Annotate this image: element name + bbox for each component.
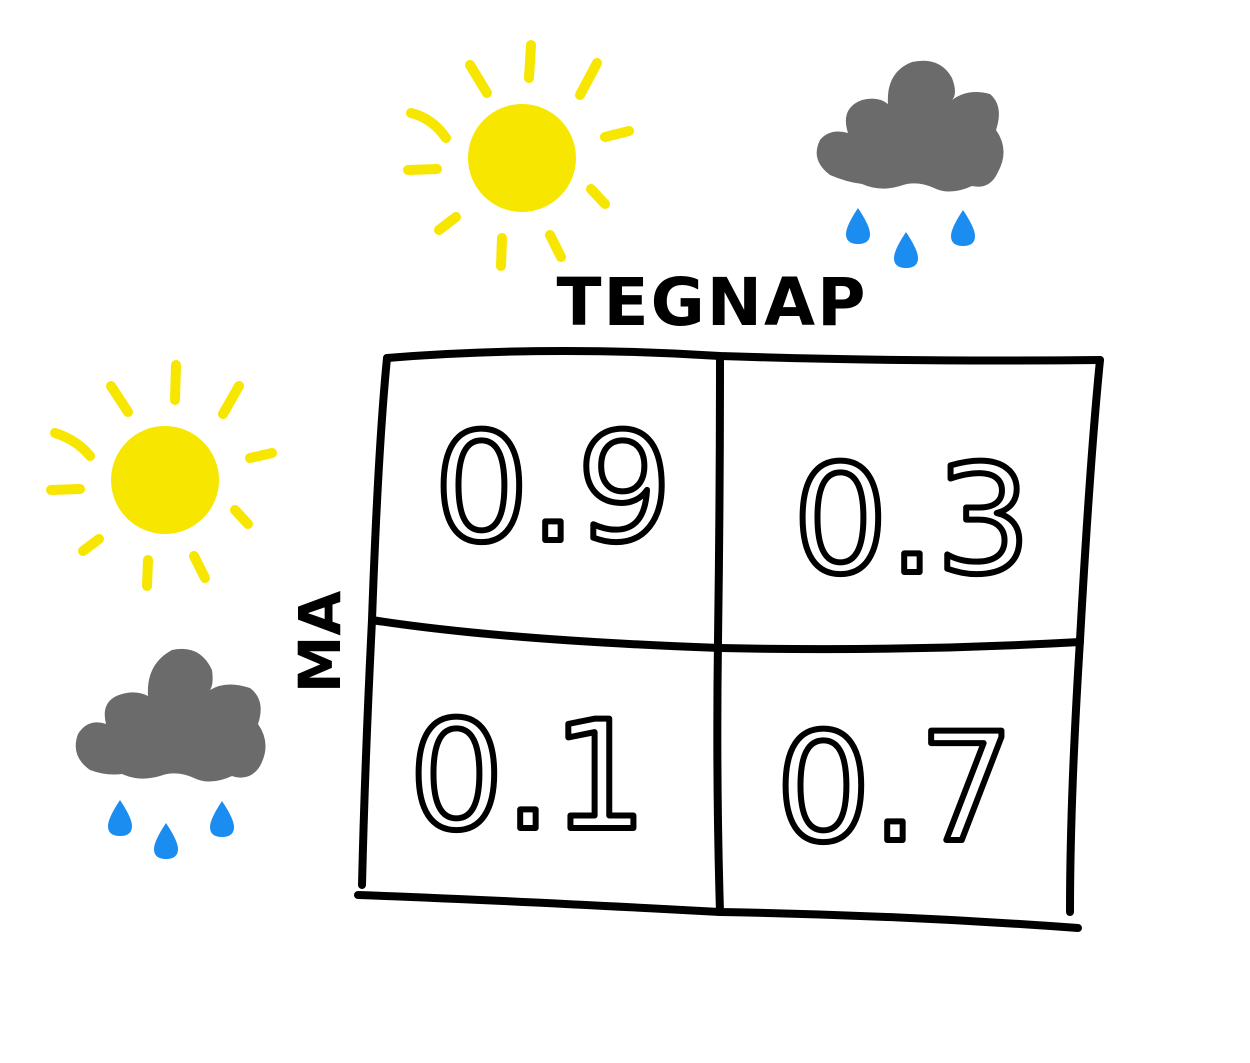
cell-rainy-sunny: 0.3	[793, 434, 1032, 608]
matrix-cells: 0.9 0.3 0.1 0.7	[406, 399, 1035, 879]
row-label: MA	[286, 591, 354, 694]
cell-sunny-rainy: 0.1	[409, 690, 648, 864]
sun-icon	[46, 360, 277, 591]
column-label: TEGNAP	[557, 264, 868, 341]
sun-icon	[403, 40, 634, 271]
transition-matrix-grid	[354, 346, 1104, 932]
rain-cloud-icon	[75, 648, 266, 859]
cell-rainy-rainy: 0.7	[776, 702, 1015, 876]
rain-cloud-icon	[816, 60, 1004, 268]
cell-sunny-sunny: 0.9	[434, 402, 673, 576]
